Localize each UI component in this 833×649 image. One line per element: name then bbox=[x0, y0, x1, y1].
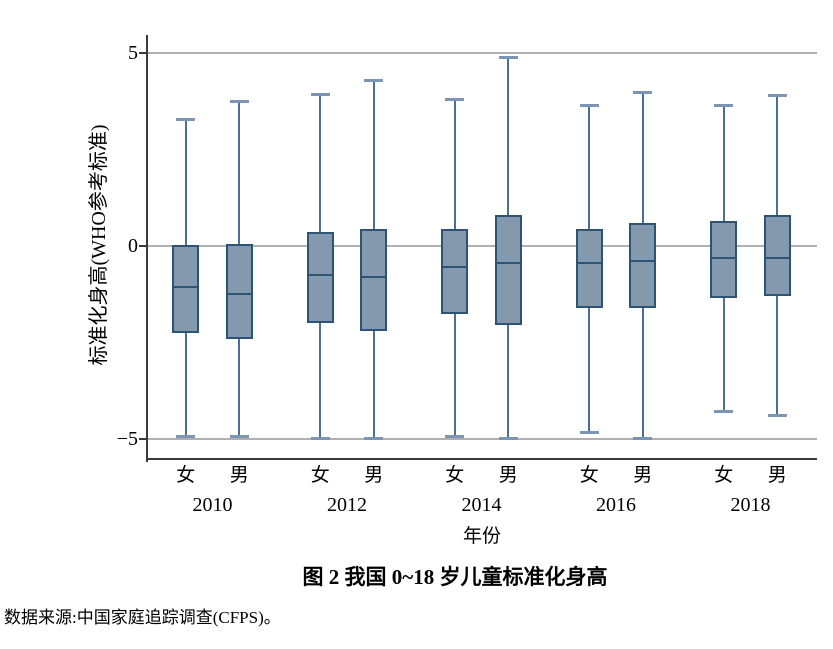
whisker-cap-bottom-2018-female bbox=[714, 409, 734, 413]
whisker-cap-top-2012-female bbox=[310, 92, 330, 96]
x-sex-label-2012-male: 男 bbox=[364, 465, 384, 486]
y-tick-label--5: −5 bbox=[116, 428, 138, 450]
whisker-cap-top-2014-female bbox=[445, 98, 465, 102]
whisker-cap-top-2012-male bbox=[364, 79, 384, 83]
y-tick-label-5: 5 bbox=[128, 42, 138, 64]
box-2014-male bbox=[494, 215, 522, 326]
box-2010-female bbox=[172, 245, 200, 333]
median-2016-female bbox=[575, 262, 603, 265]
median-2014-female bbox=[441, 266, 469, 269]
whisker-cap-bottom-2012-female bbox=[310, 437, 330, 440]
gridline-y5 bbox=[148, 52, 817, 54]
median-2016-male bbox=[629, 260, 657, 263]
median-2018-male bbox=[763, 256, 791, 259]
whisker-cap-top-2018-male bbox=[767, 94, 787, 98]
box-2018-male bbox=[763, 215, 791, 297]
y-axis-label: 标准化身高(WHO参考标准) bbox=[88, 124, 110, 366]
x-year-label-2016: 2016 bbox=[596, 494, 636, 516]
x-sex-label-2010-male: 男 bbox=[229, 465, 249, 486]
whisker-cap-top-2018-female bbox=[714, 104, 734, 108]
whisker-cap-top-2016-female bbox=[579, 104, 599, 108]
x-axis-line bbox=[146, 458, 817, 460]
box-2014-female bbox=[441, 228, 469, 314]
x-year-label-2018: 2018 bbox=[730, 494, 771, 516]
whisker-cap-bottom-2010-female bbox=[176, 435, 196, 439]
y-tick--5 bbox=[139, 438, 148, 440]
y-tick-0 bbox=[139, 245, 148, 247]
x-sex-label-2010-female: 女 bbox=[176, 465, 196, 486]
whisker-cap-bottom-2014-male bbox=[498, 437, 518, 440]
box-2012-female bbox=[306, 232, 334, 324]
median-2010-female bbox=[172, 285, 200, 288]
whisker-cap-top-2016-male bbox=[633, 90, 653, 94]
box-2010-male bbox=[225, 244, 253, 339]
whisker-cap-bottom-2018-male bbox=[767, 413, 787, 417]
whisker-cap-bottom-2016-male bbox=[633, 437, 653, 440]
x-year-label-2012: 2012 bbox=[327, 494, 367, 516]
gridline-y-5 bbox=[148, 438, 817, 440]
median-2010-male bbox=[225, 293, 253, 296]
whisker-cap-bottom-2012-male bbox=[364, 437, 384, 440]
median-2018-female bbox=[710, 256, 738, 259]
y-axis-line bbox=[146, 35, 148, 462]
box-2016-male bbox=[629, 222, 657, 308]
median-2012-male bbox=[360, 275, 388, 278]
x-sex-label-2016-female: 女 bbox=[579, 465, 599, 486]
x-year-label-2010: 2010 bbox=[192, 494, 233, 516]
figure-title: 图 2 我国 0~18 岁儿童标准化身高 bbox=[302, 565, 608, 589]
box-2016-female bbox=[575, 228, 603, 308]
box-2018-female bbox=[710, 220, 738, 299]
source-note: 数据来源:中国家庭追踪调查(CFPS)。 bbox=[4, 608, 281, 627]
gridline-y0 bbox=[148, 245, 817, 247]
y-tick-label-0: 0 bbox=[128, 235, 138, 257]
whisker-cap-top-2010-female bbox=[176, 117, 196, 121]
x-sex-label-2018-male: 男 bbox=[767, 465, 787, 486]
whisker-cap-top-2010-male bbox=[229, 100, 249, 104]
x-sex-label-2012-female: 女 bbox=[310, 465, 330, 486]
median-2012-female bbox=[306, 273, 334, 276]
median-2014-male bbox=[494, 262, 522, 265]
y-tick-5 bbox=[139, 52, 148, 54]
x-axis-label: 年份 bbox=[462, 526, 501, 547]
x-sex-label-2014-male: 男 bbox=[498, 465, 518, 486]
box-2012-male bbox=[360, 228, 388, 331]
whisker-cap-bottom-2014-female bbox=[445, 435, 465, 439]
whisker-cap-top-2014-male bbox=[498, 55, 518, 59]
x-sex-label-2018-female: 女 bbox=[714, 465, 734, 486]
whisker-cap-bottom-2016-female bbox=[579, 431, 599, 435]
whisker-cap-bottom-2010-male bbox=[229, 435, 249, 439]
x-sex-label-2014-female: 女 bbox=[445, 465, 465, 486]
x-year-label-2014: 2014 bbox=[461, 494, 502, 516]
x-sex-label-2016-male: 男 bbox=[633, 465, 653, 486]
